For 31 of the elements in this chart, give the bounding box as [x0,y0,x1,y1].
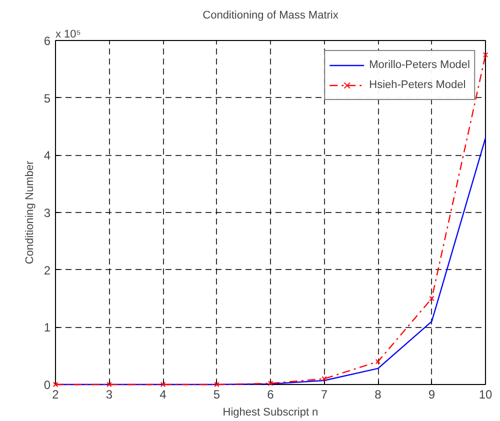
x-tick-label: 7 [320,388,328,402]
x-tick-label: 9 [428,388,436,402]
chart-title: Conditioning of Mass Matrix [202,10,339,22]
point [482,52,488,58]
y-tick-label: 5 [44,91,51,106]
y-tick-label: 0 [44,378,51,392]
x-tick-label: 6 [267,388,274,402]
y-tick-label: 3 [44,206,51,220]
point [322,376,327,382]
point [214,382,220,388]
annotation: x 10⁵ [56,28,81,40]
y-axis-title: Conditioning Number [24,160,36,264]
x-tick-label: 5 [213,388,220,402]
point [106,382,112,388]
x-tick-label: 8 [374,388,382,402]
y-tick-label: 1 [44,320,51,335]
x-tick-label: 3 [106,388,113,402]
point [268,380,274,386]
point [160,382,166,388]
x-axis-title: Highest Subscript n [222,406,318,418]
y-tick-label: 4 [44,148,51,163]
y-tick-label: 2 [44,263,51,278]
point [429,296,434,302]
legend-label: Morillo-Peters Model [369,59,470,71]
point [375,358,381,364]
y-tick-label: 6 [44,34,51,48]
x-tick-label: 4 [160,388,167,402]
point [52,382,58,388]
legend-label: Hsieh-Peters Model [369,79,466,91]
x-tick-label: 2 [52,388,60,402]
x-tick-label: 10 [478,388,492,402]
